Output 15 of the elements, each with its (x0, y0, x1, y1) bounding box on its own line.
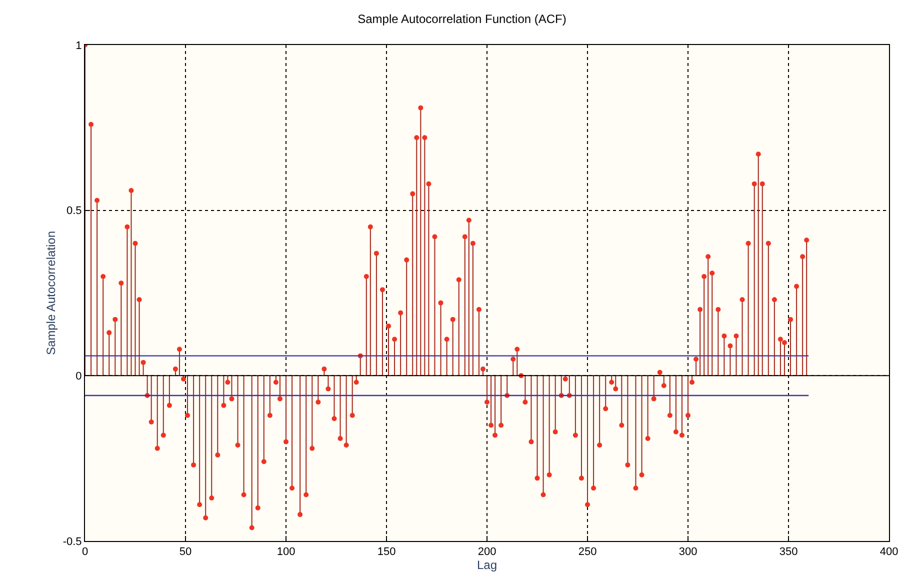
y-tick-label: -0.5 (62, 536, 82, 548)
x-tick-label: 200 (478, 546, 496, 558)
x-tick-label: 300 (678, 546, 698, 558)
x-tick-label: 400 (880, 546, 898, 558)
x-tick-label: 100 (276, 546, 296, 558)
x-tick-label: 250 (578, 546, 597, 558)
x-tick-label: 50 (179, 546, 192, 558)
y-tick-label: 1 (76, 40, 82, 52)
y-tick-label: 0 (76, 370, 82, 383)
chart-title: Sample Autocorrelation Function (ACF) (358, 12, 566, 26)
x-tick-label: 150 (377, 546, 396, 558)
x-axis-title: Lag (476, 558, 498, 572)
x-tick-label: 350 (779, 546, 798, 558)
y-axis-title: Sample Autocorrelation (44, 230, 58, 356)
y-tick-label: 0.5 (66, 205, 82, 218)
